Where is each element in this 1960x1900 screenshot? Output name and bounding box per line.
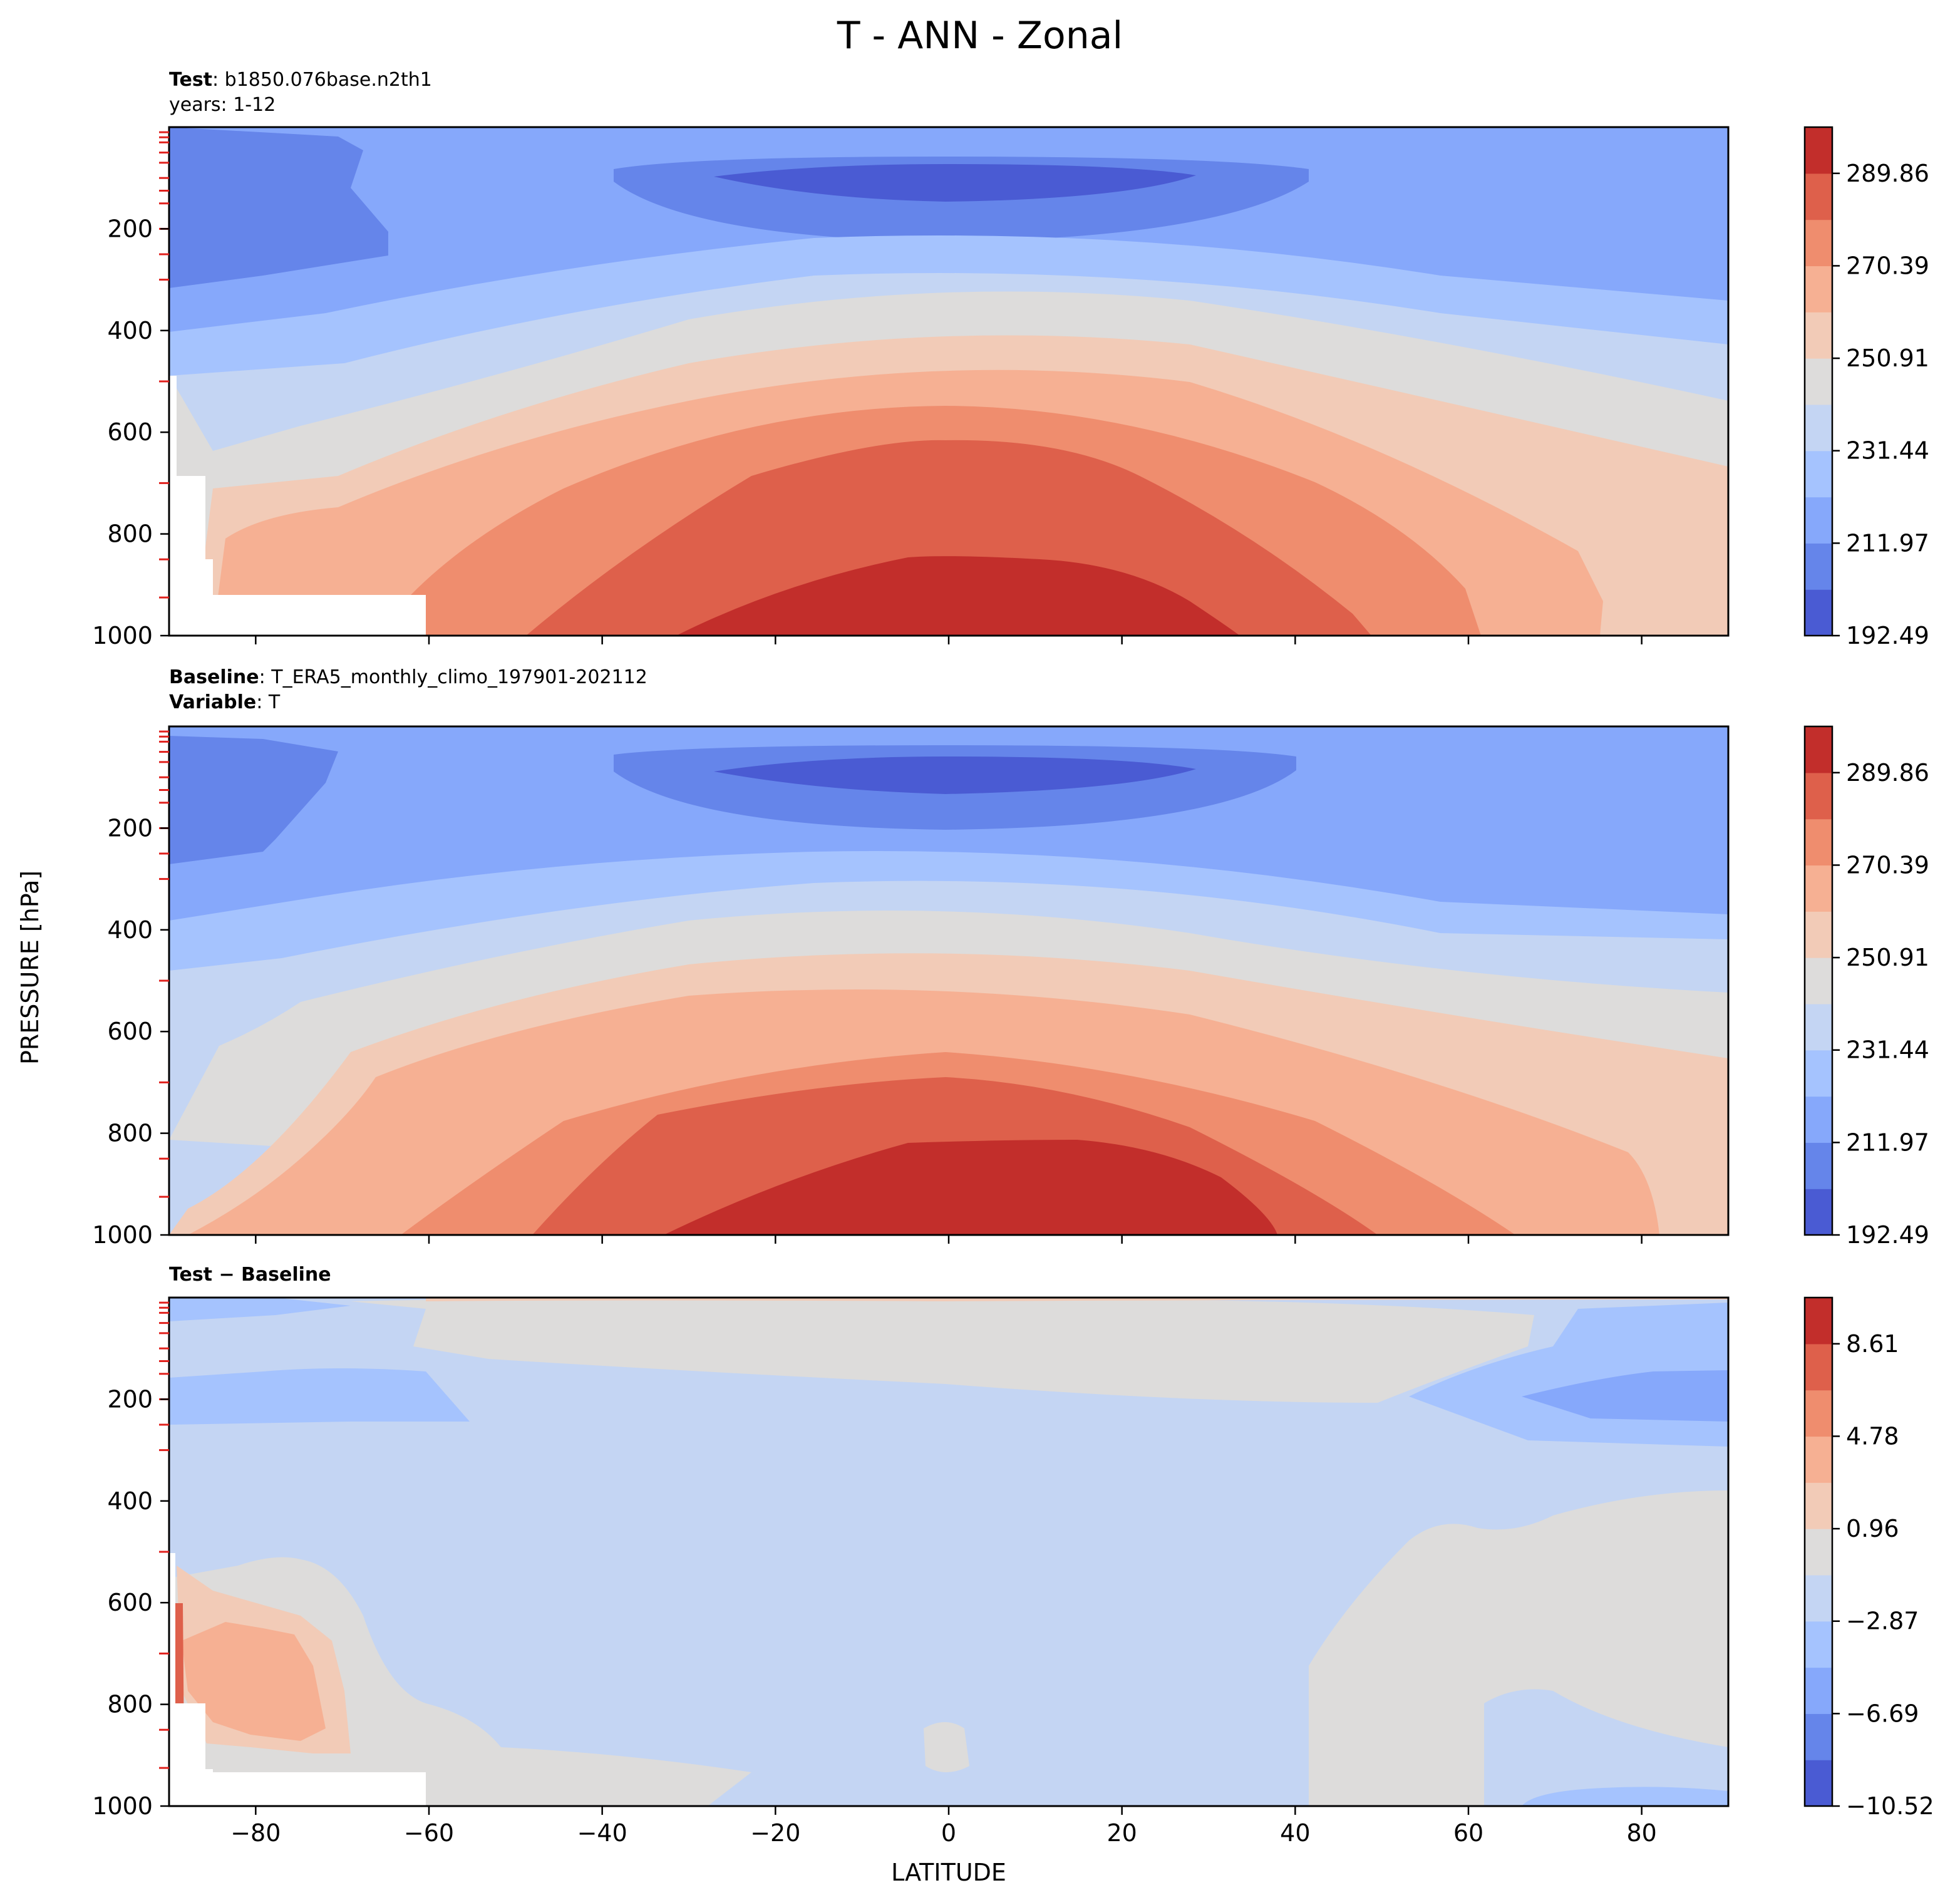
colorbar-tick-label: 192.49: [1846, 1221, 1929, 1249]
colorbar-segment: [1805, 958, 1832, 1004]
y-tick-label: 200: [107, 215, 153, 242]
colorbar-segment: [1805, 450, 1832, 498]
baseline-panel-title: Baseline: T_ERA5_monthly_climo_197901-20…: [169, 665, 647, 690]
x-tick-label: 40: [1280, 1819, 1310, 1847]
x-tick-label: 60: [1453, 1819, 1483, 1847]
colorbar-segment: [1805, 1482, 1832, 1529]
y-tick-label: 800: [107, 1691, 153, 1718]
y-tick-label: 600: [107, 1589, 153, 1616]
colorbar-segment: [1805, 497, 1832, 544]
colorbar-segment: [1805, 1436, 1832, 1483]
x-tick-label: −20: [750, 1819, 800, 1847]
y-tick-label: 1000: [92, 622, 153, 649]
colorbar-segment: [1805, 173, 1832, 220]
test-panel-title: Test: b1850.076base.n2th1: [169, 68, 432, 93]
colorbar-segment: [1805, 404, 1832, 452]
y-tick-label: 1000: [92, 1221, 153, 1249]
colorbar-tick-label: 250.91: [1846, 944, 1929, 971]
x-tick-label: −80: [230, 1819, 281, 1847]
colorbar-segment: [1805, 1003, 1832, 1051]
colorbar-frame: [1803, 725, 1834, 1236]
y-tick-label: 200: [107, 814, 153, 842]
colorbar-frame: [1803, 126, 1834, 637]
x-tick-label: −40: [577, 1819, 627, 1847]
colorbar-segment: [1805, 1529, 1832, 1576]
colorbar-frame: [1803, 1296, 1834, 1807]
y-tick-label: 800: [107, 520, 153, 548]
test-title-label: Test: [169, 69, 213, 91]
colorbar-tick-label: 4.78: [1846, 1422, 1899, 1450]
colorbar-segment: [1805, 1343, 1832, 1391]
colorbar-segment: [1805, 589, 1832, 636]
colorbar-tick-label: 211.97: [1846, 529, 1929, 557]
colorbar-segment: [1805, 1390, 1832, 1437]
y-tick-label: 600: [107, 418, 153, 446]
colorbar-segment: [1805, 1298, 1832, 1345]
colorbar-tick-label: 289.86: [1846, 759, 1929, 787]
x-tick-label: 80: [1626, 1819, 1656, 1847]
colorbar-tick-label: 192.49: [1846, 622, 1929, 649]
colorbar-segment: [1805, 1760, 1832, 1807]
colorbar-tick-label: −6.69: [1846, 1700, 1919, 1727]
colorbar-tick-label: −10.52: [1846, 1792, 1934, 1820]
test-title-value: : b1850.076base.n2th1: [212, 69, 432, 91]
y-tick-label: 800: [107, 1120, 153, 1147]
colorbar-tick-label: 231.44: [1846, 1036, 1929, 1064]
y-axis-label: PRESSURE [hPa]: [16, 870, 44, 1065]
test-panel-subtitle: years: 1-12: [169, 94, 276, 116]
y-tick-label: 600: [107, 1018, 153, 1045]
colorbar-tick-label: 270.39: [1846, 851, 1929, 879]
x-tick-label: 0: [941, 1819, 956, 1847]
x-tick-label: 20: [1106, 1819, 1137, 1847]
y-tick-label: 400: [107, 317, 153, 344]
colorbar-segment: [1805, 312, 1832, 359]
colorbar-segment: [1805, 1142, 1832, 1189]
colorbar-segment: [1805, 818, 1832, 866]
colorbar-segment: [1805, 865, 1832, 912]
y-tick-label: 200: [107, 1385, 153, 1413]
colorbar-segment: [1805, 1667, 1832, 1714]
baseline-variable-value: : T: [256, 691, 281, 713]
colorbar-tick-label: 289.86: [1846, 160, 1929, 187]
figure-title: T - ANN - Zonal: [837, 14, 1123, 58]
colorbar-segment: [1805, 358, 1832, 405]
x-axis-label: LATITUDE: [891, 1859, 1006, 1886]
colorbar-segment: [1805, 772, 1832, 820]
baseline-panel-plot: [168, 725, 1730, 1236]
difference-panel-plot: [168, 1296, 1730, 1807]
baseline-panel-subtitle: Variable: T: [169, 690, 280, 715]
baseline-title-label: Baseline: [169, 666, 259, 688]
colorbar-segment: [1805, 1189, 1832, 1236]
colorbar-tick-label: 270.39: [1846, 252, 1929, 279]
colorbar-segment: [1805, 127, 1832, 174]
colorbar-segment: [1805, 1050, 1832, 1097]
y-tick-label: 400: [107, 916, 153, 944]
difference-panel-title: Test − Baseline: [169, 1262, 331, 1288]
colorbar-tick-label: −2.87: [1846, 1608, 1919, 1635]
baseline-title-value: : T_ERA5_monthly_climo_197901-202112: [259, 666, 647, 688]
colorbar-tick-label: 250.91: [1846, 344, 1929, 372]
colorbar-segment: [1805, 1574, 1832, 1622]
difference-title-label: Test − Baseline: [169, 1264, 331, 1286]
colorbar-tick-label: 211.97: [1846, 1128, 1929, 1156]
colorbar-tick-label: 8.61: [1846, 1330, 1899, 1358]
colorbar-tick-label: 231.44: [1846, 437, 1929, 465]
colorbar-segment: [1805, 726, 1832, 773]
test-panel-plot: [168, 126, 1730, 637]
colorbar-segment: [1805, 1096, 1832, 1143]
colorbar-segment: [1805, 266, 1832, 312]
colorbar-segment: [1805, 543, 1832, 590]
colorbar-segment: [1805, 1621, 1832, 1668]
colorbar-tick-label: 0.96: [1846, 1515, 1899, 1542]
baseline-variable-label: Variable: [169, 691, 257, 713]
colorbar-segment: [1805, 1713, 1832, 1760]
y-tick-label: 400: [107, 1487, 153, 1515]
colorbar-segment: [1805, 219, 1832, 267]
x-tick-label: −60: [404, 1819, 454, 1847]
colorbar-segment: [1805, 911, 1832, 958]
y-tick-label: 1000: [92, 1792, 153, 1820]
